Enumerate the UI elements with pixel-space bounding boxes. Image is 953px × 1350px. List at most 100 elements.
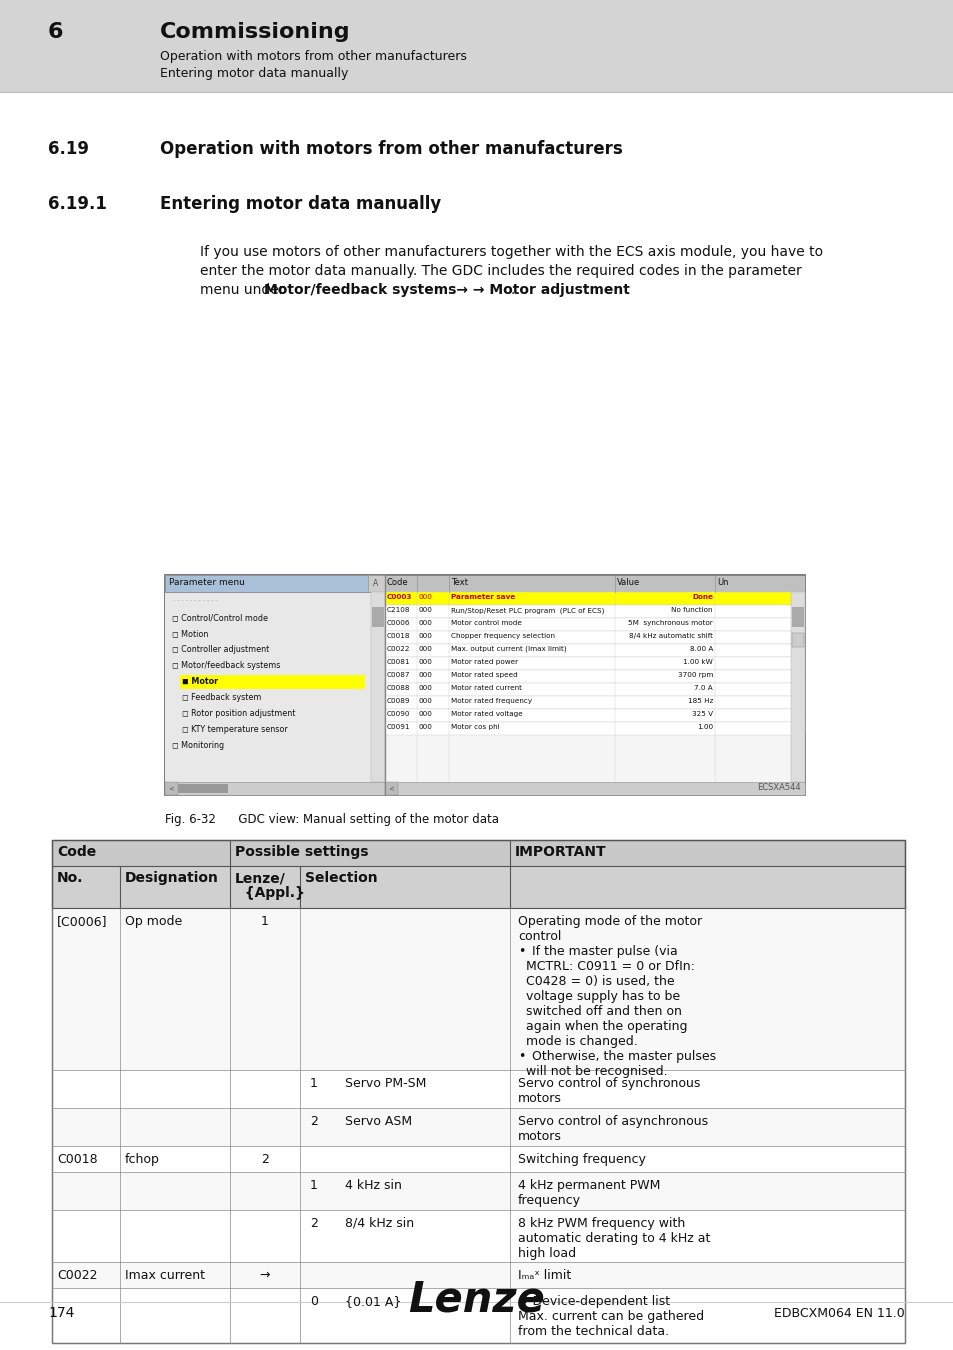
Text: 6.19: 6.19 bbox=[48, 140, 89, 158]
Text: ECSXA544: ECSXA544 bbox=[757, 783, 801, 792]
Bar bbox=[52, 865, 904, 909]
Bar bbox=[385, 593, 804, 605]
Bar bbox=[52, 1288, 904, 1343]
Text: If the master pulse (via: If the master pulse (via bbox=[532, 945, 677, 958]
Bar bbox=[385, 709, 804, 722]
Text: control: control bbox=[517, 930, 560, 944]
Text: 000: 000 bbox=[418, 594, 433, 599]
Bar bbox=[52, 1071, 904, 1108]
Text: Parameter save: Parameter save bbox=[451, 594, 515, 599]
Text: C0081: C0081 bbox=[387, 659, 410, 666]
Text: Run/Stop/Reset PLC program  (PLC of ECS): Run/Stop/Reset PLC program (PLC of ECS) bbox=[451, 608, 604, 613]
Bar bbox=[52, 1108, 904, 1146]
Bar bbox=[165, 782, 385, 795]
Text: Lenze: Lenze bbox=[408, 1278, 545, 1320]
Text: C0022: C0022 bbox=[387, 647, 410, 652]
Text: 3700 rpm: 3700 rpm bbox=[677, 672, 712, 678]
Text: ◻ Motor/feedback systems: ◻ Motor/feedback systems bbox=[172, 662, 280, 670]
Text: Done: Done bbox=[691, 594, 712, 599]
Text: Lenze/: Lenze/ bbox=[234, 871, 286, 886]
Bar bbox=[165, 575, 804, 795]
Text: <: < bbox=[388, 784, 394, 791]
Text: 2: 2 bbox=[310, 1216, 317, 1230]
Text: Designation: Designation bbox=[125, 871, 218, 886]
Bar bbox=[372, 608, 384, 626]
Text: Max. current can be gathered: Max. current can be gathered bbox=[517, 1310, 703, 1323]
Text: 5M  synchronous motor: 5M synchronous motor bbox=[628, 620, 712, 626]
Text: Iₘₐˣ limit: Iₘₐˣ limit bbox=[517, 1269, 571, 1282]
Bar bbox=[52, 840, 904, 865]
Text: fchop: fchop bbox=[125, 1153, 160, 1166]
Bar bbox=[52, 1172, 904, 1210]
Text: Imax current: Imax current bbox=[125, 1269, 205, 1282]
Text: motors: motors bbox=[517, 1092, 561, 1106]
Text: EDBCXM064 EN 11.0: EDBCXM064 EN 11.0 bbox=[774, 1307, 904, 1320]
Bar bbox=[385, 575, 804, 593]
Text: IMPORTANT: IMPORTANT bbox=[515, 845, 606, 859]
Bar bbox=[385, 670, 804, 683]
Bar bbox=[52, 1146, 904, 1172]
Bar bbox=[385, 782, 397, 795]
Text: C0018: C0018 bbox=[57, 1153, 97, 1166]
Text: [C0006]: [C0006] bbox=[57, 915, 108, 927]
Text: C2108: C2108 bbox=[387, 608, 410, 613]
Text: Motor rated frequency: Motor rated frequency bbox=[451, 698, 532, 703]
Text: ◻ Monitoring: ◻ Monitoring bbox=[172, 741, 224, 751]
Text: ◻ Feedback system: ◻ Feedback system bbox=[182, 693, 261, 702]
Text: Code: Code bbox=[57, 845, 96, 859]
Bar bbox=[790, 593, 804, 782]
Bar bbox=[371, 593, 385, 782]
Text: 1: 1 bbox=[310, 1179, 317, 1192]
Text: Operation with motors from other manufacturers: Operation with motors from other manufac… bbox=[160, 140, 622, 158]
Text: C0003: C0003 bbox=[387, 594, 412, 599]
Text: Servo control of asynchronous: Servo control of asynchronous bbox=[517, 1115, 707, 1129]
Text: {Appl.}: {Appl.} bbox=[234, 886, 305, 900]
Text: →: → bbox=[259, 1269, 270, 1282]
Bar bbox=[385, 722, 804, 734]
Text: ◻ Rotor position adjustment: ◻ Rotor position adjustment bbox=[182, 709, 295, 718]
Text: mode is changed.: mode is changed. bbox=[517, 1035, 638, 1048]
Text: Motor rated current: Motor rated current bbox=[451, 684, 521, 691]
Text: Switching frequency: Switching frequency bbox=[517, 1153, 645, 1166]
Text: If you use motors of other manufacturers together with the ECS axis module, you : If you use motors of other manufacturers… bbox=[200, 244, 822, 259]
Text: Max. output current (Imax limit): Max. output current (Imax limit) bbox=[451, 647, 566, 652]
Bar bbox=[791, 608, 803, 626]
Text: C0088: C0088 bbox=[387, 684, 410, 691]
Bar bbox=[385, 605, 804, 618]
Text: •: • bbox=[517, 945, 525, 958]
Text: 325 V: 325 V bbox=[691, 711, 712, 717]
Text: Commissioning: Commissioning bbox=[160, 22, 351, 42]
Text: 000: 000 bbox=[418, 684, 433, 691]
Text: 8.00 A: 8.00 A bbox=[689, 647, 712, 652]
Bar bbox=[165, 575, 385, 593]
Bar bbox=[385, 657, 804, 670]
Text: frequency: frequency bbox=[517, 1193, 580, 1207]
Text: 1: 1 bbox=[261, 915, 269, 927]
Text: voltage supply has to be: voltage supply has to be bbox=[517, 990, 679, 1003]
Bar bbox=[791, 633, 803, 647]
Text: Op mode: Op mode bbox=[125, 915, 182, 927]
Text: No function: No function bbox=[671, 608, 712, 613]
Text: 000: 000 bbox=[418, 608, 433, 613]
Bar bbox=[385, 630, 804, 644]
Text: 1: 1 bbox=[310, 1077, 317, 1089]
Text: ◻ Controller adjustment: ◻ Controller adjustment bbox=[172, 645, 269, 653]
Text: Parameter menu: Parameter menu bbox=[169, 578, 245, 587]
Text: <: < bbox=[169, 784, 174, 791]
Text: automatic derating to 4 kHz at: automatic derating to 4 kHz at bbox=[517, 1233, 710, 1245]
Text: 8/4 kHz automatic shift: 8/4 kHz automatic shift bbox=[628, 633, 712, 639]
Text: 000: 000 bbox=[418, 698, 433, 703]
Text: MCTRL: C0911 = 0 or DfIn:: MCTRL: C0911 = 0 or DfIn: bbox=[517, 960, 694, 973]
Text: 4 kHz sin: 4 kHz sin bbox=[345, 1179, 401, 1192]
Text: 000: 000 bbox=[418, 724, 433, 730]
Text: 2: 2 bbox=[310, 1115, 317, 1129]
Text: 8 kHz PWM frequency with: 8 kHz PWM frequency with bbox=[517, 1216, 684, 1230]
Text: .: . bbox=[510, 284, 514, 297]
Text: Un: Un bbox=[717, 578, 728, 587]
Text: 174: 174 bbox=[48, 1305, 74, 1320]
Text: menu under: menu under bbox=[200, 284, 289, 297]
Text: Entering motor data manually: Entering motor data manually bbox=[160, 68, 348, 80]
Bar bbox=[0, 0, 953, 92]
Text: Motor control mode: Motor control mode bbox=[451, 620, 521, 626]
Text: Chopper frequency selection: Chopper frequency selection bbox=[451, 633, 555, 639]
